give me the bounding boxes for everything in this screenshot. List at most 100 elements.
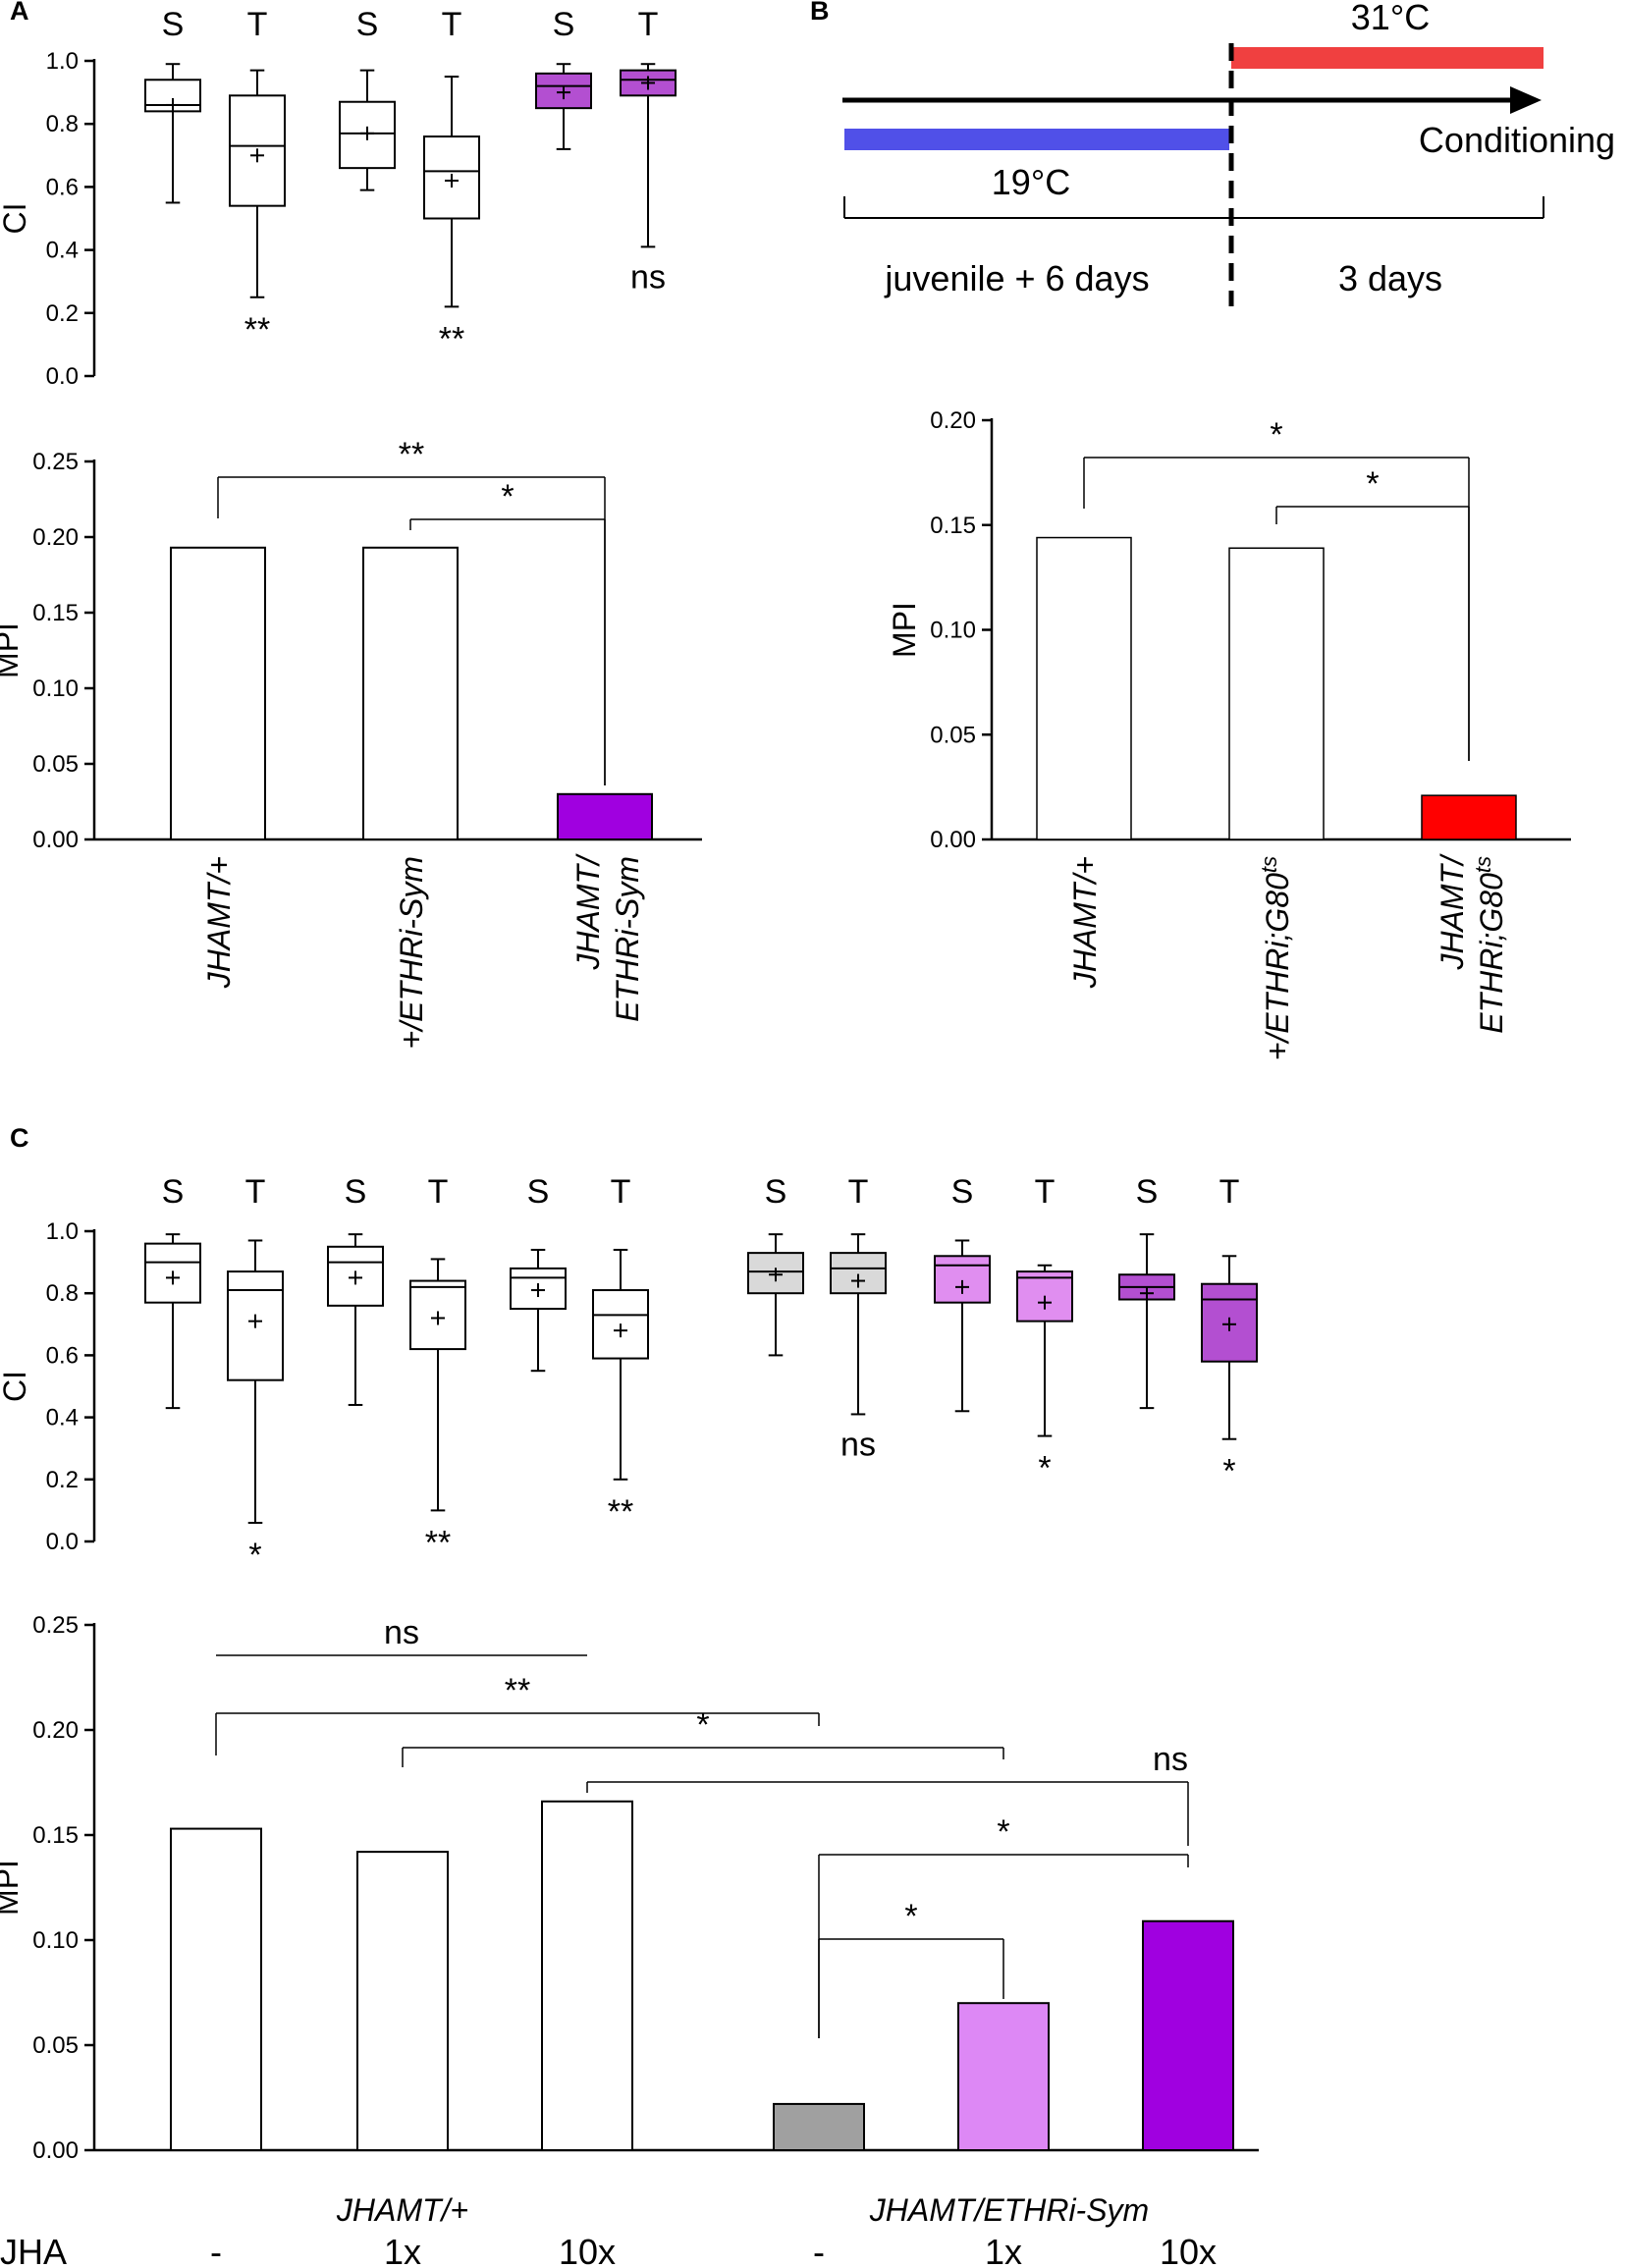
y-tick-label: 0.2 — [46, 1467, 79, 1493]
conditioning-label: Conditioning — [1419, 120, 1615, 160]
y-tick-label: 0.05 — [930, 722, 976, 748]
condition-header: T — [245, 1173, 266, 1211]
bar — [170, 1827, 262, 2151]
y-axis-label: MPI — [0, 1860, 25, 1916]
treatment-value: - — [813, 2232, 825, 2268]
phase1-bar — [844, 129, 1229, 150]
y-tick-label: 0.05 — [32, 751, 79, 778]
y-tick-label: 0.15 — [32, 1822, 79, 1849]
arrow-head — [1510, 86, 1542, 114]
category-superscript: ts — [1257, 856, 1281, 873]
condition-header: S — [553, 6, 575, 43]
significance-label: * — [1222, 1453, 1235, 1490]
condition-header: T — [428, 1173, 449, 1211]
phase1-temperature: 19°C — [992, 162, 1070, 202]
box — [327, 1245, 384, 1307]
x-category-label: JHAMT/+ — [1067, 856, 1103, 989]
y-tick-label: 0.20 — [32, 1717, 79, 1744]
box — [934, 1255, 991, 1304]
condition-header: T — [1035, 1173, 1056, 1211]
condition-header: T — [1219, 1173, 1240, 1211]
significance-label: ** — [244, 311, 270, 349]
condition-header: T — [247, 6, 268, 43]
significance-label: ** — [439, 320, 464, 357]
phase1-duration: juvenile + 6 days — [884, 258, 1149, 298]
y-axis-label: MPI — [0, 622, 25, 678]
bar — [1036, 536, 1132, 840]
category-line: JHAMT/ — [570, 853, 606, 971]
x-category-label: JHAMT/ETHRi-Sym — [570, 853, 645, 1022]
bar — [362, 546, 459, 841]
bar — [541, 1800, 633, 2151]
y-axis-label: CI — [0, 1371, 32, 1402]
significance-label: * — [1038, 1450, 1051, 1487]
condition-header: T — [442, 6, 462, 43]
y-tick-label: 0.10 — [930, 618, 976, 644]
condition-header: T — [638, 6, 659, 43]
panel-label-c: C — [10, 1123, 29, 1153]
condition-header: T — [848, 1173, 869, 1211]
bar — [1142, 1919, 1234, 2151]
treatment-value: 1x — [384, 2232, 421, 2268]
significance-label: ** — [608, 1493, 633, 1531]
y-tick-label: 0.00 — [32, 827, 79, 853]
bar — [170, 546, 266, 841]
panel-label-b: B — [810, 0, 830, 26]
category-line: JHAMT/ — [1435, 853, 1470, 971]
bar — [356, 1851, 449, 2151]
y-tick-label: 1.0 — [46, 1218, 79, 1245]
y-axis-label: CI — [0, 203, 32, 235]
y-tick-label: 0.20 — [930, 407, 976, 434]
condition-header: S — [345, 1173, 367, 1211]
y-tick-label: 0.00 — [930, 827, 976, 853]
significance-label: * — [248, 1537, 261, 1574]
y-tick-label: 0.2 — [46, 300, 79, 327]
significance-label: * — [1366, 465, 1379, 503]
group-label: JHAMT/+ — [336, 2192, 468, 2228]
category-line: +/ETHRi;G80 — [1260, 873, 1295, 1060]
y-tick-label: 0.15 — [32, 600, 79, 626]
x-category-label: +/ETHRi;G80ts — [1257, 856, 1295, 1060]
x-category-label: JHAMT/+ — [201, 856, 237, 989]
x-category-label: JHAMT/ETHRi;G80ts — [1435, 853, 1509, 1034]
significance-label: ns — [630, 258, 666, 296]
significance-label: ns — [840, 1426, 876, 1463]
treatment-value: 10x — [559, 2232, 616, 2268]
condition-header: S — [765, 1173, 787, 1211]
phase2-bar — [1231, 47, 1544, 69]
bar — [557, 792, 653, 840]
y-tick-label: 0.6 — [46, 174, 79, 200]
y-tick-label: 0.25 — [32, 449, 79, 475]
y-axis-label: MPI — [887, 602, 922, 658]
y-tick-label: 0.00 — [32, 2137, 79, 2164]
significance-label: * — [1270, 416, 1282, 454]
panel-label-a: A — [10, 0, 29, 26]
category-line: ETHRi-Sym — [610, 856, 645, 1022]
significance-label: * — [904, 1898, 917, 1935]
significance-label: ns — [384, 1614, 419, 1651]
significance-label: ns — [1153, 1741, 1188, 1778]
category-superscript: ts — [1471, 856, 1495, 873]
treatment-value: 1x — [985, 2232, 1022, 2268]
category-line: ETHRi;G80 — [1474, 873, 1509, 1034]
y-tick-label: 0.0 — [46, 363, 79, 390]
condition-header: S — [162, 1173, 185, 1211]
box — [535, 72, 592, 110]
bar — [1421, 794, 1517, 840]
condition-header: S — [951, 1173, 974, 1211]
y-tick-label: 0.4 — [46, 238, 79, 264]
condition-header: S — [527, 1173, 550, 1211]
y-tick-label: 0.20 — [32, 524, 79, 551]
significance-label: * — [501, 478, 514, 515]
treatment-value: 10x — [1160, 2232, 1217, 2268]
y-tick-label: 1.0 — [46, 48, 79, 75]
y-tick-label: 0.8 — [46, 111, 79, 137]
condition-header: T — [611, 1173, 631, 1211]
y-tick-label: 0.6 — [46, 1342, 79, 1369]
y-tick-label: 0.15 — [930, 513, 976, 539]
significance-label: * — [997, 1813, 1009, 1851]
significance-label: * — [696, 1706, 709, 1744]
y-tick-label: 0.10 — [32, 1927, 79, 1954]
treatment-label: JHA — [0, 2232, 67, 2268]
